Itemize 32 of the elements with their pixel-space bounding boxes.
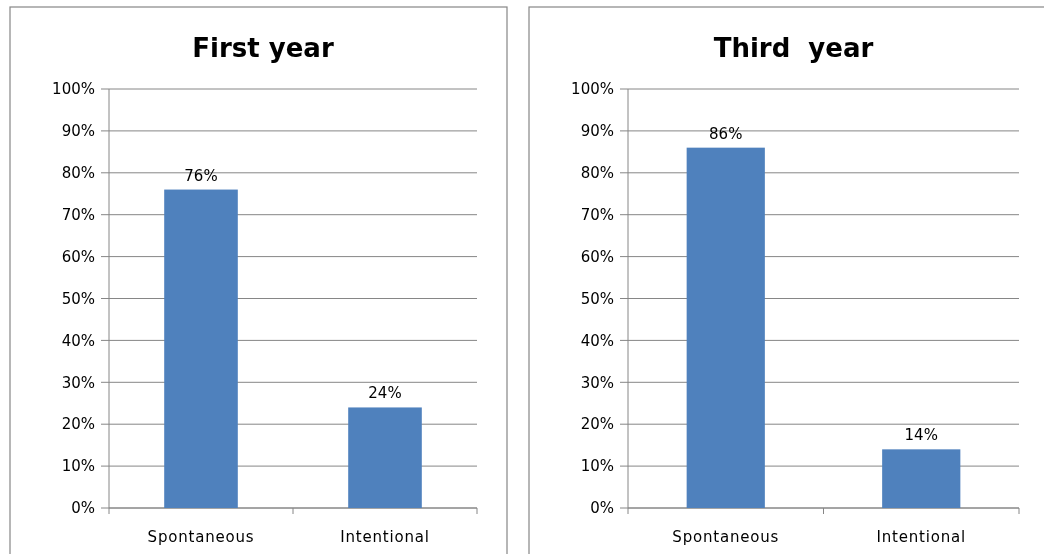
x-tick-label: Spontaneous: [672, 528, 780, 546]
y-tick-label: 30%: [61, 373, 95, 392]
y-tick-label: 70%: [580, 205, 614, 224]
y-tick-label: 10%: [61, 457, 95, 476]
y-tick-label: 90%: [61, 122, 95, 141]
y-tick-label: 20%: [61, 415, 95, 434]
x-tick-label: Spontaneous: [147, 528, 255, 546]
y-tick-label: 30%: [580, 373, 614, 392]
data-label: 76%: [184, 166, 218, 185]
y-tick-label: 10%: [580, 457, 614, 476]
y-tick-label: 0%: [71, 499, 95, 518]
chart-title: Third year: [713, 33, 874, 63]
y-tick-label: 80%: [61, 164, 95, 183]
y-tick-label: 40%: [580, 331, 614, 350]
x-tick-label: Intentional: [876, 528, 966, 546]
y-tick-label: 80%: [580, 164, 614, 183]
y-tick-label: 60%: [580, 247, 614, 266]
y-tick-label: 40%: [61, 331, 95, 350]
y-tick-label: 100%: [52, 80, 95, 99]
y-tick-label: 20%: [580, 415, 614, 434]
y-tick-label: 90%: [580, 122, 614, 141]
x-tick-label: Intentional: [340, 528, 430, 546]
y-tick-label: 50%: [61, 289, 95, 308]
y-tick-label: 70%: [61, 205, 95, 224]
y-tick-label: 60%: [61, 247, 95, 266]
y-tick-label: 50%: [580, 289, 614, 308]
data-label: 24%: [368, 384, 402, 403]
y-tick-label: 0%: [590, 499, 614, 518]
data-label: 86%: [709, 124, 743, 143]
chart-title: First year: [192, 33, 334, 63]
y-tick-label: 100%: [571, 80, 614, 99]
data-label: 14%: [904, 426, 938, 445]
